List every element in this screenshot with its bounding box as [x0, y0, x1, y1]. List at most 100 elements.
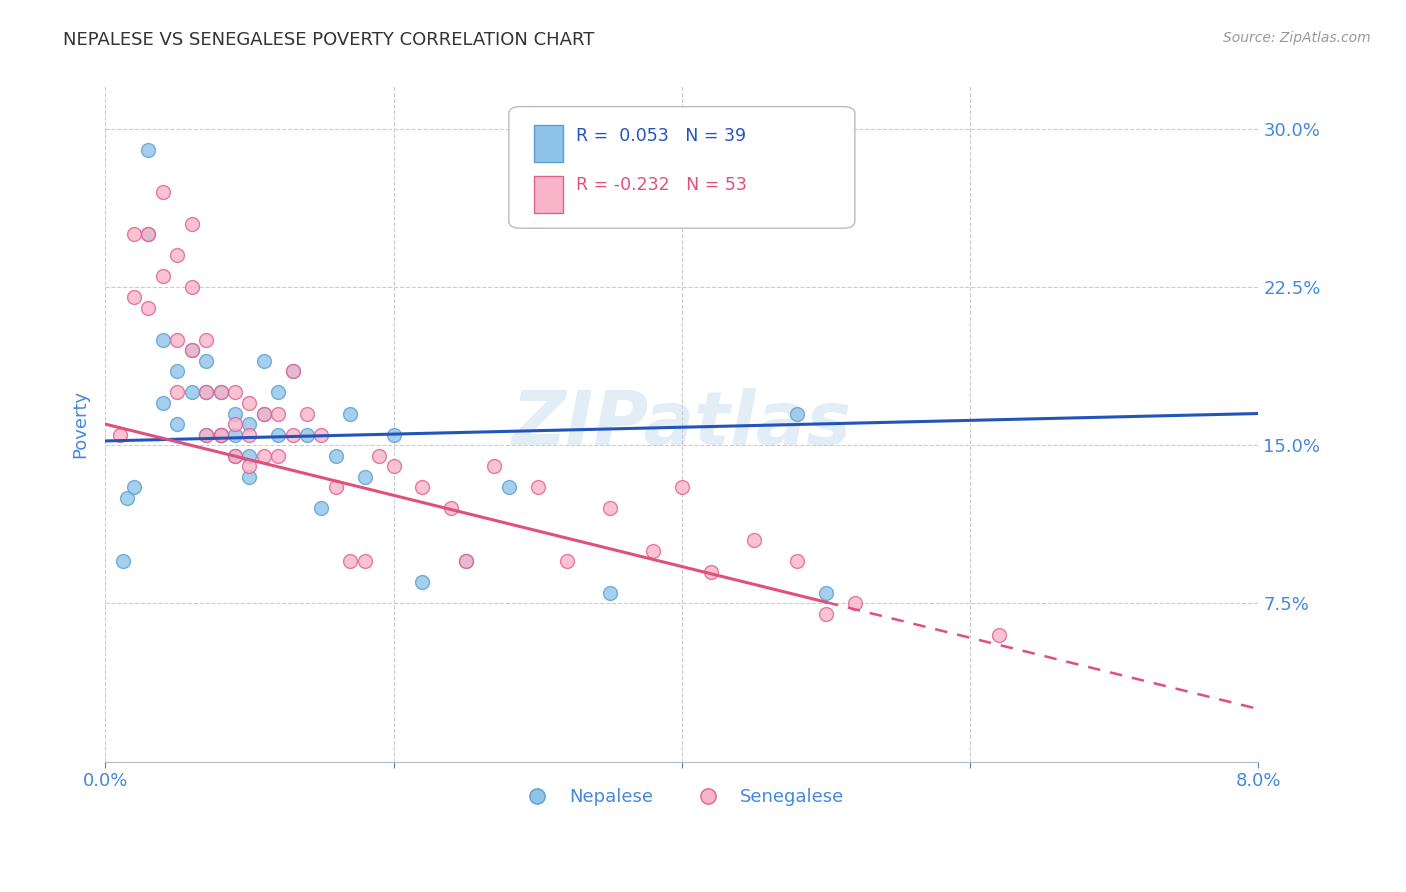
Point: [281, 427, 304, 442]
Point: [224, 449, 246, 463]
Point: [152, 333, 174, 347]
Point: [209, 385, 232, 400]
Point: [180, 217, 202, 231]
Point: [195, 427, 218, 442]
Point: [122, 290, 145, 304]
Point: [224, 417, 246, 431]
Point: [311, 501, 333, 516]
Point: [238, 427, 260, 442]
Point: [224, 407, 246, 421]
Text: R =  0.053   N = 39: R = 0.053 N = 39: [575, 128, 745, 145]
Point: [671, 480, 693, 494]
Point: [138, 227, 160, 241]
Text: ZIPatlas: ZIPatlas: [512, 387, 852, 460]
Point: [224, 385, 246, 400]
Point: [195, 427, 218, 442]
Point: [209, 427, 232, 442]
Point: [295, 407, 318, 421]
Point: [253, 407, 276, 421]
Point: [166, 248, 188, 262]
Point: [108, 427, 131, 442]
Point: [484, 459, 506, 474]
Point: [195, 333, 218, 347]
Point: [209, 427, 232, 442]
Point: [209, 427, 232, 442]
Point: [844, 597, 866, 611]
Point: [742, 533, 765, 548]
Point: [253, 407, 276, 421]
Point: [988, 628, 1011, 642]
Point: [138, 143, 160, 157]
Point: [209, 385, 232, 400]
FancyBboxPatch shape: [509, 107, 855, 228]
Point: [599, 586, 621, 600]
Point: [180, 385, 202, 400]
Point: [267, 449, 290, 463]
Text: NEPALESE VS SENEGALESE POVERTY CORRELATION CHART: NEPALESE VS SENEGALESE POVERTY CORRELATI…: [63, 31, 595, 49]
Point: [152, 185, 174, 199]
Point: [454, 554, 477, 568]
Point: [115, 491, 138, 505]
Point: [295, 427, 318, 442]
Point: [526, 480, 548, 494]
Point: [325, 480, 347, 494]
Point: [353, 554, 375, 568]
Point: [411, 575, 433, 590]
Point: [454, 554, 477, 568]
Point: [786, 407, 808, 421]
Point: [195, 385, 218, 400]
Point: [238, 417, 260, 431]
Y-axis label: Poverty: Poverty: [72, 390, 89, 458]
Point: [180, 343, 202, 358]
Point: [814, 607, 837, 621]
Point: [238, 396, 260, 410]
Point: [238, 470, 260, 484]
Text: Source: ZipAtlas.com: Source: ZipAtlas.com: [1223, 31, 1371, 45]
Point: [152, 396, 174, 410]
Point: [180, 280, 202, 294]
Point: [267, 427, 290, 442]
Text: R = -0.232   N = 53: R = -0.232 N = 53: [575, 176, 747, 194]
Point: [180, 343, 202, 358]
Point: [311, 427, 333, 442]
FancyBboxPatch shape: [534, 176, 562, 213]
Point: [325, 449, 347, 463]
Point: [440, 501, 463, 516]
Point: [411, 480, 433, 494]
FancyBboxPatch shape: [534, 125, 562, 162]
Point: [339, 554, 361, 568]
Point: [339, 407, 361, 421]
Point: [166, 385, 188, 400]
Point: [382, 427, 405, 442]
Point: [122, 480, 145, 494]
Point: [267, 407, 290, 421]
Point: [152, 269, 174, 284]
Point: [166, 364, 188, 378]
Point: [267, 385, 290, 400]
Point: [122, 227, 145, 241]
Point: [195, 353, 218, 368]
Legend: Nepalese, Senegalese: Nepalese, Senegalese: [512, 781, 852, 814]
Point: [195, 385, 218, 400]
Point: [224, 427, 246, 442]
Point: [238, 459, 260, 474]
Point: [599, 501, 621, 516]
Point: [814, 586, 837, 600]
Point: [555, 554, 578, 568]
Point: [641, 543, 664, 558]
Point: [238, 449, 260, 463]
Point: [138, 227, 160, 241]
Point: [281, 364, 304, 378]
Point: [368, 449, 391, 463]
Point: [138, 301, 160, 315]
Point: [382, 459, 405, 474]
Point: [166, 333, 188, 347]
Point: [281, 364, 304, 378]
Point: [166, 417, 188, 431]
Point: [253, 449, 276, 463]
Point: [253, 353, 276, 368]
Point: [111, 554, 134, 568]
Point: [498, 480, 520, 494]
Point: [786, 554, 808, 568]
Point: [224, 449, 246, 463]
